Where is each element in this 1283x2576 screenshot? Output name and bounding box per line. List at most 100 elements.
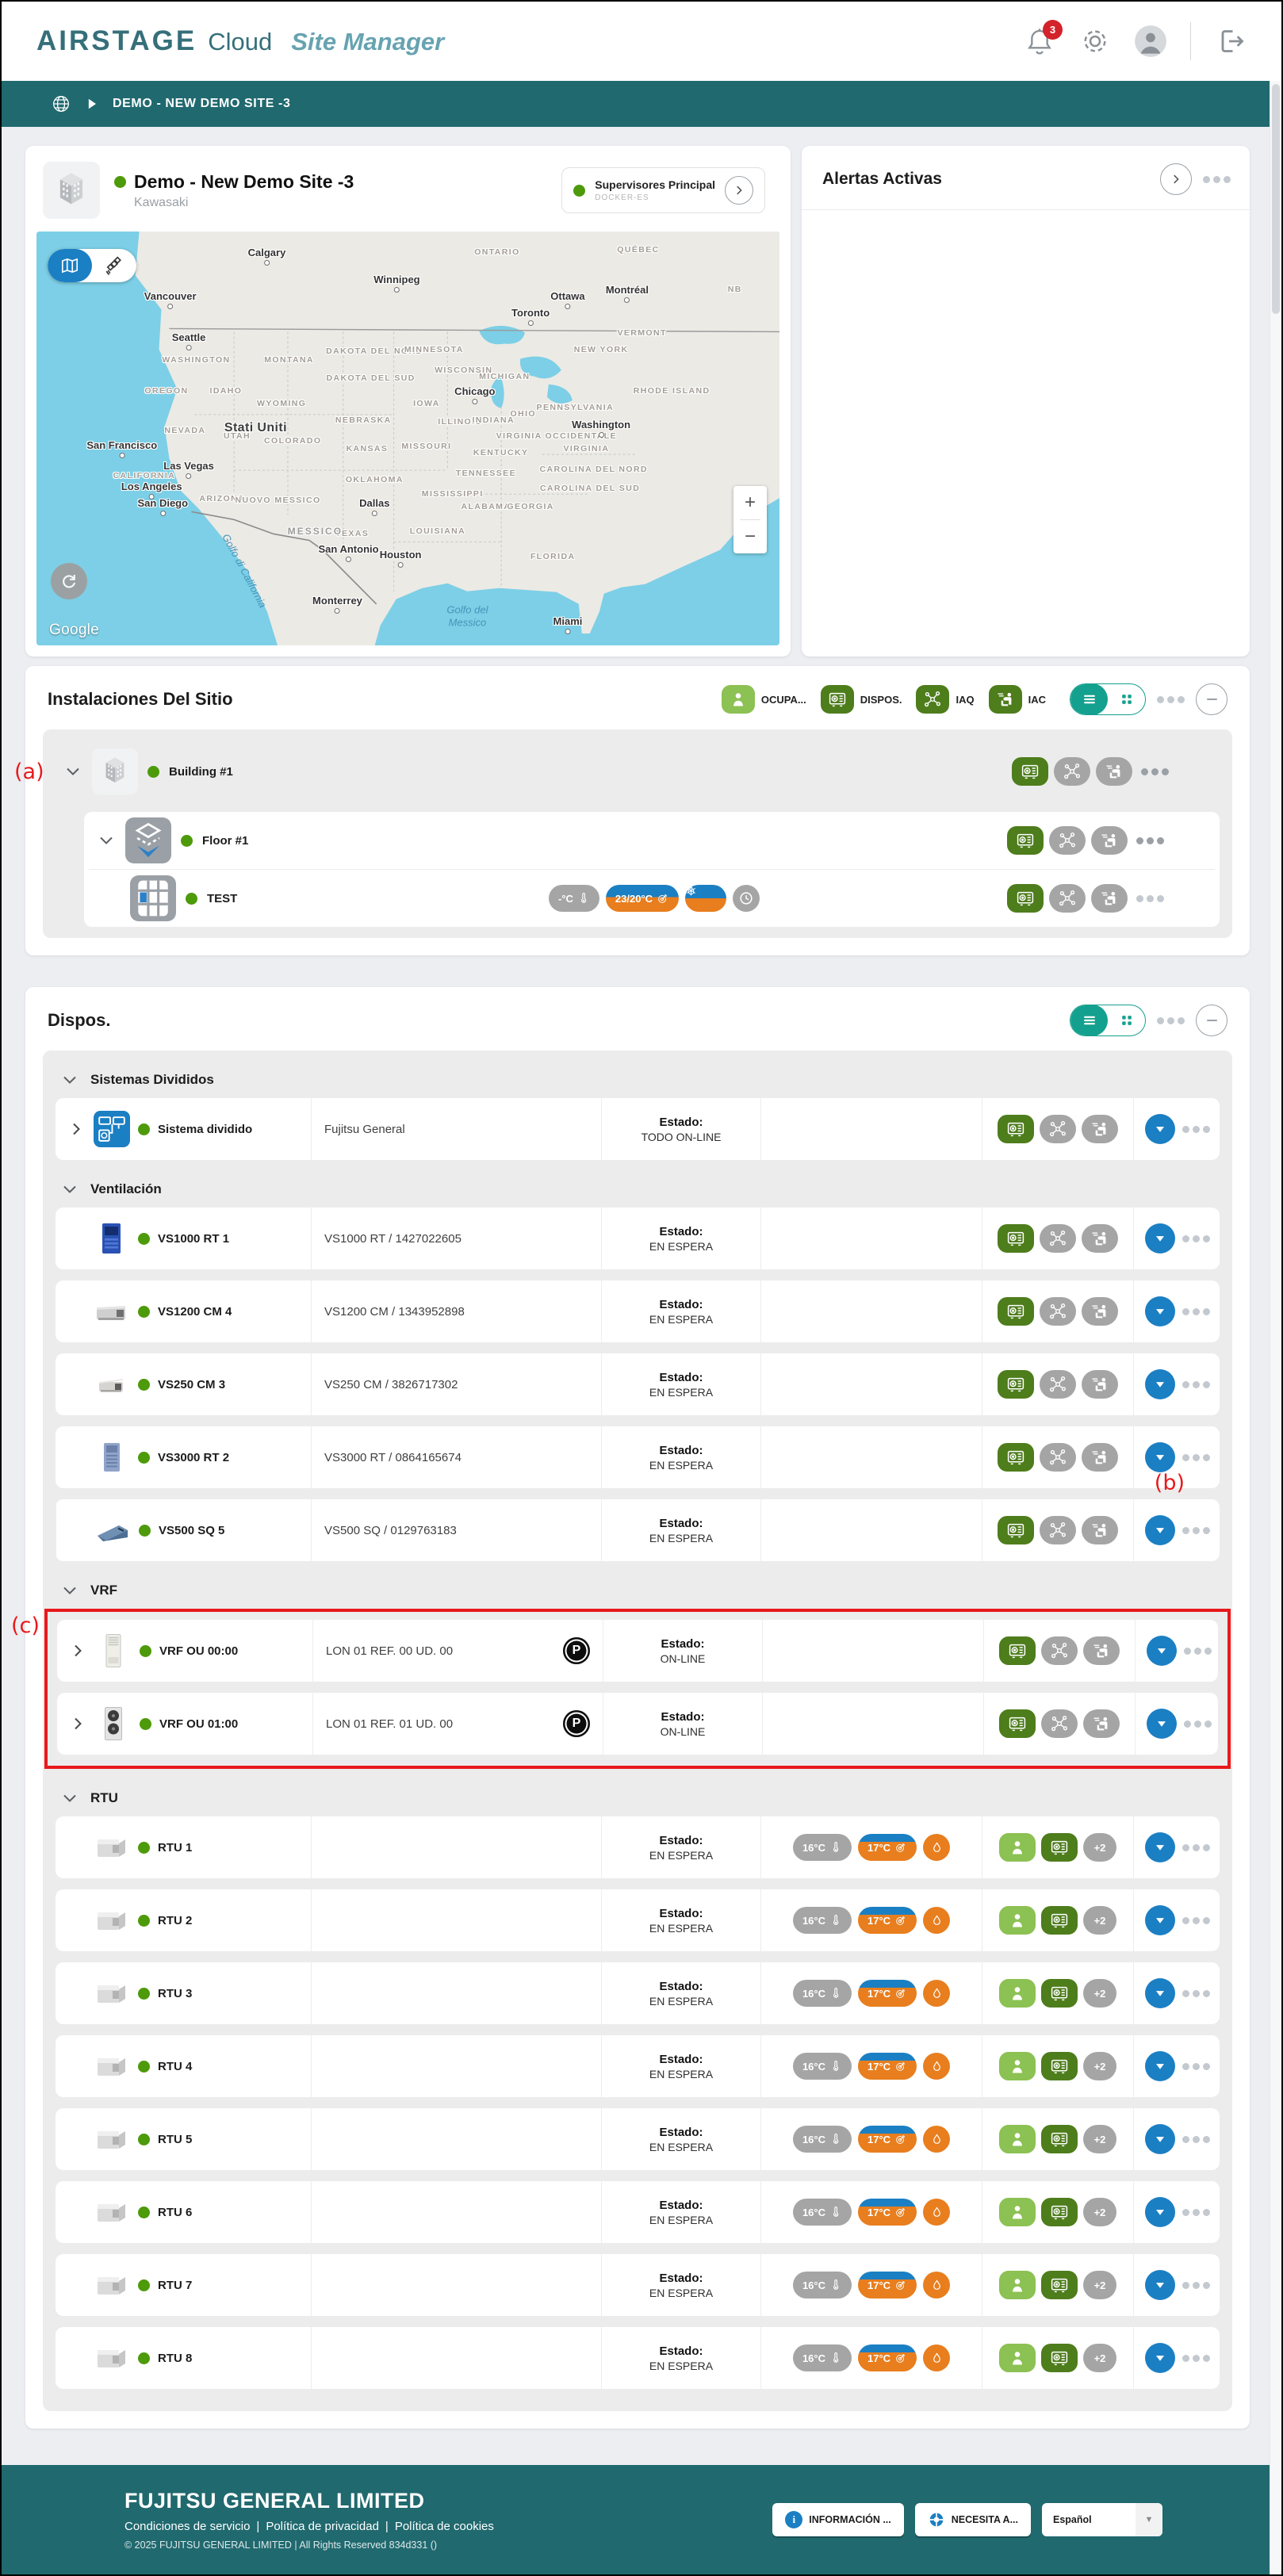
devices-status-badge[interactable] xyxy=(1041,1833,1078,1862)
alerts-menu-dots[interactable] xyxy=(1203,175,1231,183)
zoom-out-button[interactable]: − xyxy=(733,520,767,553)
expand-arrow-button[interactable] xyxy=(1145,1515,1175,1545)
mode-droplet-badge[interactable] xyxy=(923,2126,951,2153)
devices-collapse-button[interactable] xyxy=(1196,1005,1227,1036)
more-badges[interactable]: +2 xyxy=(1083,2344,1116,2372)
current-temp-badge[interactable]: 16°C xyxy=(792,2344,852,2371)
more-badges[interactable]: +2 xyxy=(1083,1906,1116,1935)
device-row[interactable]: RTU 6 Estado: EN ESPERA 16°C 17°C +2 xyxy=(56,2181,1220,2243)
iac-status-badge[interactable] xyxy=(1083,1636,1120,1665)
devices-status-badge[interactable] xyxy=(1041,2198,1078,2226)
mode-droplet-badge[interactable] xyxy=(923,2344,951,2371)
facilities-menu-dots[interactable] xyxy=(1157,695,1185,703)
setpoint-badge[interactable]: 17°C xyxy=(858,2344,917,2371)
occupancy-badge[interactable] xyxy=(999,1906,1036,1935)
chevron-down-icon[interactable] xyxy=(63,762,82,781)
row-menu-dots[interactable] xyxy=(1182,2062,1210,2070)
row-menu-dots[interactable] xyxy=(1182,2135,1210,2143)
chevron-down-icon[interactable] xyxy=(60,1070,79,1089)
chevron-right-icon[interactable] xyxy=(68,1714,87,1733)
play-chevron-icon[interactable] xyxy=(84,96,100,112)
privacy-link[interactable]: Política de privacidad xyxy=(266,2520,379,2533)
expand-arrow-button[interactable] xyxy=(1145,2197,1175,2227)
setpoint-badge[interactable]: 17°C xyxy=(858,2053,917,2080)
device-row[interactable]: Sistema dividido Fujitsu General Estado: TO… xyxy=(56,1098,1220,1160)
breadcrumb-site-name[interactable]: DEMO - NEW DEMO SITE -3 xyxy=(113,97,291,110)
devices-status-badge[interactable] xyxy=(1041,2271,1078,2299)
row-menu-dots[interactable] xyxy=(1182,2281,1210,2289)
iac-status-badge[interactable] xyxy=(1082,1297,1118,1326)
list-view-icon[interactable] xyxy=(1070,684,1108,714)
device-group-header[interactable]: Sistemas Divididos xyxy=(56,1062,1220,1098)
setpoint-badge[interactable]: 17°C xyxy=(858,1834,917,1861)
iaq-status-badge[interactable] xyxy=(1041,1709,1078,1738)
room-menu-dots[interactable] xyxy=(1136,894,1164,902)
expand-arrow-button[interactable] xyxy=(1145,1832,1175,1862)
more-badges[interactable]: +2 xyxy=(1083,2271,1116,2299)
iaq-status-badge[interactable] xyxy=(1040,1443,1076,1472)
supervisor-chevron-icon[interactable] xyxy=(725,176,753,205)
iaq-status-badge[interactable] xyxy=(1054,757,1090,786)
row-menu-dots[interactable] xyxy=(1182,2354,1210,2362)
chevron-right-icon[interactable] xyxy=(67,1120,86,1139)
device-row[interactable]: VS3000 RT 2 VS3000 RT / 0864165674 Estado:… xyxy=(56,1426,1220,1488)
expand-arrow-button[interactable] xyxy=(1145,1223,1175,1254)
information-button[interactable]: i INFORMACIÓN ... xyxy=(772,2503,904,2536)
device-row[interactable]: RTU 4 Estado: EN ESPERA 16°C 17°C +2 xyxy=(56,2035,1220,2097)
device-row[interactable]: VRF OU 00:00 LON 01 REF. 00 UD. 00 P Estado… xyxy=(57,1620,1218,1682)
expand-arrow-button[interactable] xyxy=(1147,1709,1177,1739)
settings-gear-icon[interactable] xyxy=(1079,25,1111,57)
grid-view-icon[interactable] xyxy=(1108,1005,1145,1035)
device-row[interactable]: RTU 2 Estado: EN ESPERA 16°C 17°C +2 xyxy=(56,1889,1220,1951)
current-temp-badge[interactable]: 16°C xyxy=(792,1834,852,1861)
building-menu-dots[interactable] xyxy=(1141,767,1169,775)
cookies-link[interactable]: Política de cookies xyxy=(394,2520,494,2533)
list-view-icon[interactable] xyxy=(1070,1005,1108,1035)
devices-status-badge[interactable] xyxy=(999,1636,1036,1665)
current-temp-badge[interactable]: 16°C xyxy=(792,2126,852,2153)
devices-status-badge[interactable] xyxy=(998,1370,1034,1399)
current-temp-badge[interactable]: 16°C xyxy=(792,2199,852,2226)
setpoint-badge[interactable]: 17°C xyxy=(858,2199,917,2226)
mode-droplet-badge[interactable] xyxy=(923,2272,951,2298)
current-temp-badge[interactable]: 16°C xyxy=(792,2053,852,2080)
iaq-status-badge[interactable] xyxy=(1041,1636,1078,1665)
expand-arrow-button[interactable] xyxy=(1145,2051,1175,2081)
devices-status-badge[interactable] xyxy=(998,1297,1034,1326)
language-select[interactable]: Español ▼ xyxy=(1042,2503,1162,2536)
device-row[interactable]: VRF OU 01:00 LON 01 REF. 01 UD. 00 P Estado… xyxy=(57,1693,1218,1755)
expand-arrow-button[interactable] xyxy=(1145,1442,1175,1472)
device-row[interactable]: RTU 5 Estado: EN ESPERA 16°C 17°C +2 xyxy=(56,2108,1220,2170)
row-menu-dots[interactable] xyxy=(1182,1989,1210,1997)
devices-status-badge[interactable] xyxy=(1041,2052,1078,2080)
mode-droplet-badge[interactable] xyxy=(923,1834,951,1861)
devices-status-badge[interactable] xyxy=(1041,1979,1078,2008)
expand-arrow-button[interactable] xyxy=(1145,1905,1175,1935)
current-temp-badge[interactable]: -°C xyxy=(549,885,599,912)
devices-status-badge[interactable] xyxy=(998,1443,1034,1472)
device-group-header[interactable]: VRF xyxy=(56,1572,1220,1609)
terms-link[interactable]: Condiciones de servicio xyxy=(124,2520,251,2533)
device-row[interactable]: VS1000 RT 1 VS1000 RT / 1427022605 Estado:… xyxy=(56,1208,1220,1269)
scrollbar-thumb[interactable] xyxy=(1272,84,1280,314)
device-row[interactable]: VS1200 CM 4 VS1200 CM / 1343952898 Estado:… xyxy=(56,1280,1220,1342)
iaq-status-badge[interactable] xyxy=(1040,1370,1076,1399)
view-toggle[interactable] xyxy=(1070,683,1146,715)
iac-status-badge[interactable] xyxy=(1091,884,1128,913)
current-temp-badge[interactable]: 16°C xyxy=(792,1907,852,1934)
devices-status-badge[interactable] xyxy=(1012,757,1048,786)
devices-status-badge[interactable] xyxy=(1007,826,1044,855)
globe-icon[interactable] xyxy=(51,94,71,114)
language-dropdown-arrow-icon[interactable]: ▼ xyxy=(1136,2503,1162,2536)
iac-status-badge[interactable] xyxy=(1082,1224,1118,1253)
map-refresh-button[interactable] xyxy=(51,563,87,599)
iaq-status-badge[interactable] xyxy=(1040,1297,1076,1326)
occupancy-badge[interactable] xyxy=(999,2344,1036,2372)
mode-droplet-badge[interactable] xyxy=(923,1907,951,1934)
devices-status-badge[interactable] xyxy=(998,1224,1034,1253)
chevron-down-icon[interactable] xyxy=(97,831,116,850)
setpoint-badge[interactable]: 23/20°C xyxy=(605,885,680,912)
setpoint-badge[interactable]: 17°C xyxy=(858,2272,917,2298)
logout-icon[interactable] xyxy=(1215,25,1247,57)
expand-arrow-button[interactable] xyxy=(1145,2270,1175,2300)
